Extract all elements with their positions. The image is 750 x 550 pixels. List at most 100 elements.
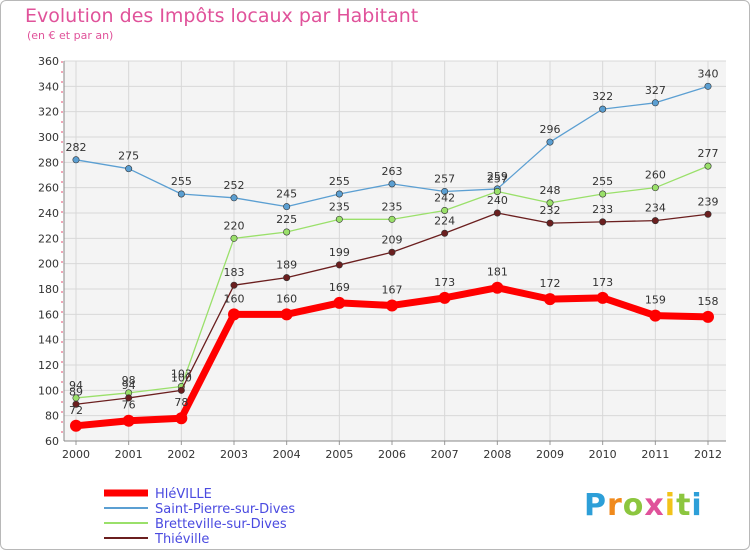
x-tick-label: 2007 bbox=[431, 448, 459, 461]
data-label: 233 bbox=[592, 203, 613, 216]
data-point bbox=[651, 217, 659, 225]
data-point bbox=[228, 308, 240, 321]
series-hl-ville: 72 76 78 160 160 169 167 173 181 172 173 159 158 bbox=[69, 266, 719, 432]
data-label: 282 bbox=[66, 141, 87, 154]
data-point bbox=[230, 281, 238, 289]
data-label: 183 bbox=[224, 266, 245, 279]
data-label: 158 bbox=[698, 295, 719, 308]
data-label: 225 bbox=[276, 213, 297, 226]
proxiti-logo: Proxiti bbox=[584, 488, 703, 523]
x-tick-label: 2010 bbox=[589, 448, 617, 461]
y-tick-label: 200 bbox=[38, 258, 59, 271]
data-point bbox=[599, 218, 607, 226]
data-label: 173 bbox=[592, 276, 613, 289]
y-tick-label: 320 bbox=[38, 106, 59, 119]
chart-title: Evolution des Impôts locaux par Habitant bbox=[25, 5, 419, 27]
x-tick-label: 2005 bbox=[325, 448, 353, 461]
data-label: 94 bbox=[69, 379, 83, 392]
data-label: 252 bbox=[224, 179, 245, 192]
data-point bbox=[335, 190, 343, 198]
data-label: 234 bbox=[645, 202, 666, 215]
data-label: 322 bbox=[592, 90, 613, 103]
data-label: 94 bbox=[122, 379, 136, 392]
y-tick-label: 140 bbox=[38, 334, 59, 347]
y-tick-label: 60 bbox=[45, 435, 59, 448]
x-tick-label: 2002 bbox=[167, 448, 195, 461]
data-point bbox=[649, 309, 662, 322]
y-tick-label: 160 bbox=[38, 308, 59, 321]
data-point bbox=[704, 210, 712, 218]
data-point bbox=[596, 291, 609, 304]
data-label: 98 bbox=[122, 374, 136, 387]
data-label: 327 bbox=[645, 84, 666, 97]
x-tick-label: 2009 bbox=[536, 448, 564, 461]
data-label: 296 bbox=[540, 123, 561, 136]
data-point bbox=[441, 229, 449, 237]
data-label: 277 bbox=[698, 147, 719, 160]
data-point bbox=[125, 394, 133, 402]
data-label: 257 bbox=[434, 172, 455, 185]
data-point bbox=[651, 184, 659, 192]
data-label: 255 bbox=[592, 175, 613, 188]
x-tick-label: 2004 bbox=[273, 448, 301, 461]
data-point bbox=[122, 414, 135, 427]
data-point bbox=[72, 400, 80, 408]
data-point bbox=[283, 228, 291, 236]
x-tick-label: 2001 bbox=[115, 448, 143, 461]
data-label: 209 bbox=[382, 233, 403, 246]
data-point bbox=[441, 206, 449, 214]
legend-label: Bretteville-sur-Dives bbox=[155, 517, 287, 532]
data-point bbox=[335, 261, 343, 269]
data-label: 255 bbox=[171, 175, 192, 188]
data-label: 257 bbox=[487, 172, 508, 185]
x-tick-label: 2011 bbox=[641, 448, 669, 461]
data-label: 224 bbox=[434, 214, 455, 227]
data-label: 235 bbox=[329, 200, 350, 213]
data-label: 72 bbox=[69, 404, 83, 417]
x-tick-label: 2006 bbox=[378, 448, 406, 461]
data-label: 232 bbox=[540, 204, 561, 217]
data-label: 167 bbox=[382, 283, 403, 296]
logo-letter: i bbox=[691, 488, 703, 523]
data-point bbox=[493, 209, 501, 217]
data-point bbox=[177, 190, 185, 198]
y-tick-label: 100 bbox=[38, 384, 59, 397]
data-point bbox=[283, 274, 291, 282]
data-label: 172 bbox=[540, 277, 561, 290]
data-point bbox=[388, 215, 396, 223]
data-point bbox=[283, 203, 291, 211]
data-label: 89 bbox=[69, 385, 83, 398]
data-label: 263 bbox=[382, 165, 403, 178]
data-point bbox=[546, 219, 554, 227]
data-label: 248 bbox=[540, 184, 561, 197]
data-label: 240 bbox=[487, 194, 508, 207]
data-label: 255 bbox=[329, 175, 350, 188]
legend-label: Thiéville bbox=[154, 532, 209, 547]
data-point bbox=[72, 156, 80, 164]
data-point bbox=[177, 386, 185, 394]
data-label: 275 bbox=[118, 150, 139, 163]
data-label: 235 bbox=[382, 200, 403, 213]
data-label: 239 bbox=[698, 195, 719, 208]
data-label: 78 bbox=[174, 396, 188, 409]
y-tick-label: 280 bbox=[38, 156, 59, 169]
logo-letter: x bbox=[644, 488, 665, 523]
x-tick-label: 2000 bbox=[62, 448, 90, 461]
y-tick-label: 360 bbox=[38, 55, 59, 68]
data-label: 76 bbox=[122, 399, 136, 412]
data-point bbox=[651, 99, 659, 107]
x-tick-label: 2003 bbox=[220, 448, 248, 461]
data-label: 259 bbox=[487, 170, 508, 183]
legend-label: Saint-Pierre-sur-Dives bbox=[155, 502, 295, 517]
y-tick-label: 300 bbox=[38, 131, 59, 144]
data-label: 173 bbox=[434, 276, 455, 289]
data-point bbox=[175, 412, 188, 425]
data-point bbox=[491, 281, 504, 294]
x-tick-label: 2012 bbox=[694, 448, 722, 461]
legend-label: HléVILLE bbox=[155, 487, 212, 502]
data-point bbox=[333, 296, 346, 309]
data-point bbox=[70, 419, 82, 432]
